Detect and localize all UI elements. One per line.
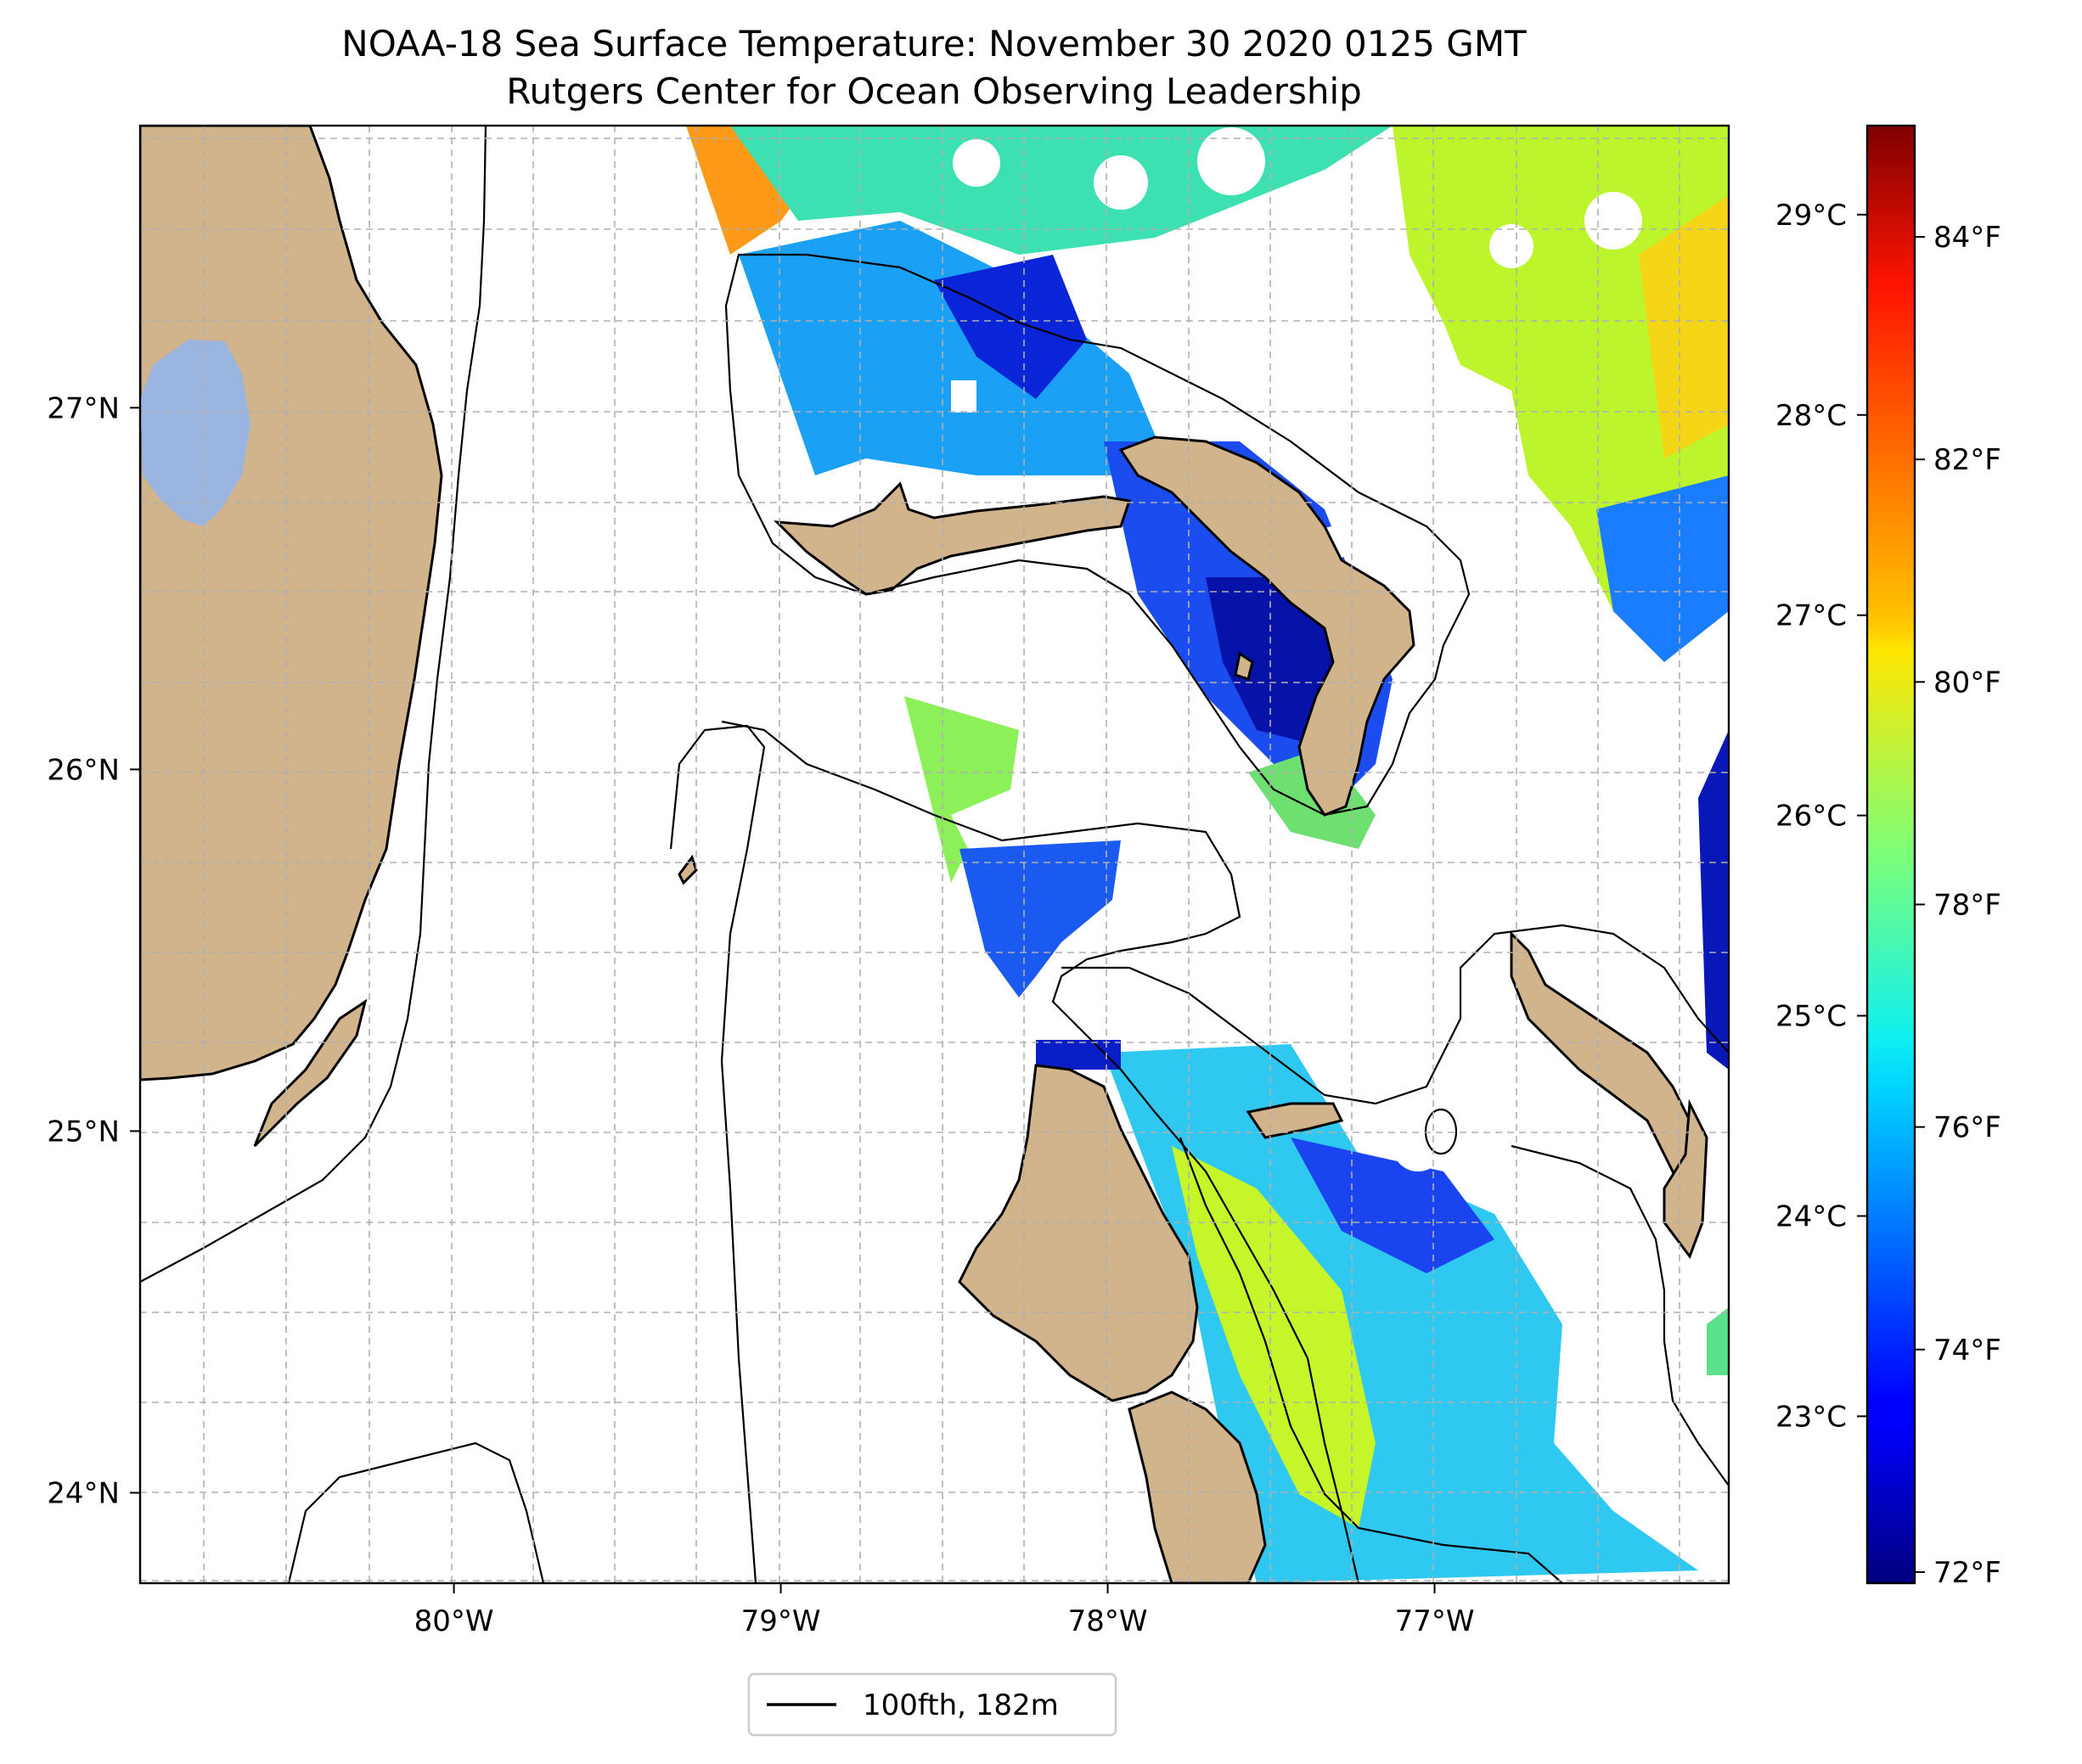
contour-bimini-west — [669, 724, 766, 1583]
lon-tick-label: 77°W — [1395, 1604, 1475, 1638]
colorbar-fahrenheit-axis: 72°F 74°F 76°F 78°F 80°F 82°F 84°F — [1915, 221, 2001, 1590]
sst-swath-east-edge-green — [1707, 1307, 1729, 1375]
legend-box — [747, 1672, 1117, 1737]
contour-exuma-sound — [1511, 1144, 1729, 1486]
colorbar-f-tick-label: 80°F — [1933, 666, 2001, 699]
map-title-line1: NOAA-18 Sea Surface Temperature: Novembe… — [341, 23, 1527, 65]
lat-tick-label: 25°N — [47, 1115, 120, 1149]
latitude-axis: 24°N 25°N 26°N 27°N — [47, 391, 140, 1510]
sst-swath-northeast-warm — [1639, 195, 1729, 458]
land-berry-islands — [1234, 651, 1254, 681]
contour-cay-sal-bank — [287, 1441, 545, 1583]
contour-great-bahama-bank — [721, 720, 1360, 1583]
colorbar-c-tick-label: 29°C — [1775, 199, 1847, 233]
colorbar-celsius-axis: 23°C 24°C 25°C 26°C 27°C 28°C 29°C — [1775, 199, 1867, 1434]
contour-tongue-of-ocean — [1061, 924, 1729, 1105]
colorbar-c-tick-label: 26°C — [1775, 800, 1847, 834]
colorbar-c-tick-label: 24°C — [1775, 1199, 1847, 1233]
land-florida-keys — [253, 998, 368, 1148]
legend-label: 100fth, 182m — [863, 1688, 1059, 1722]
colorbar-c-tick-label: 27°C — [1775, 599, 1847, 633]
map-area — [140, 126, 1729, 1583]
land-eleuthera-south — [1663, 1098, 1708, 1260]
sst-swath-central-green — [904, 696, 1019, 883]
sst-swath-south-cyan — [1104, 1044, 1698, 1583]
lon-tick-label: 80°W — [414, 1604, 494, 1638]
sst-swath-south-yellow — [1172, 1146, 1376, 1528]
colorbar-f-tick-label: 82°F — [1933, 443, 2001, 477]
lat-tick-label: 27°N — [47, 391, 120, 425]
map-title-line2: Rutgers Center for Ocean Observing Leade… — [506, 70, 1362, 112]
lake-okeechobee — [140, 340, 250, 526]
legend: 100fth, 182m — [747, 1672, 1117, 1737]
map-gridlines — [140, 126, 1729, 1583]
sst-swath-central-blue — [959, 840, 1121, 997]
colorbar-f-tick-label: 74°F — [1933, 1334, 2001, 1368]
lon-tick-label: 78°W — [1068, 1604, 1148, 1638]
colorbar-c-tick-label: 23°C — [1775, 1400, 1847, 1434]
contour-andros-east — [1179, 1137, 1563, 1583]
contour-shoal — [1424, 1108, 1458, 1155]
contour-little-bahama-bank — [724, 253, 1471, 817]
sst-swath-northeast-cool — [1596, 475, 1729, 662]
colorbar-f-tick-label: 72°F — [1933, 1556, 2001, 1590]
colorbar-c-tick-label: 28°C — [1775, 399, 1847, 433]
contour-florida-shelf — [140, 126, 487, 1283]
land-abaco — [1118, 435, 1415, 817]
land-andros — [958, 1064, 1199, 1402]
lon-tick-label: 79°W — [741, 1604, 821, 1638]
map-frame — [138, 124, 1730, 1585]
lat-tick-label: 24°N — [47, 1476, 120, 1510]
longitude-axis: 80°W 79°W 78°W 77°W — [414, 1583, 1475, 1638]
colorbar-c-tick-label: 25°C — [1775, 1000, 1847, 1034]
sst-swath-south-blue — [1291, 1138, 1494, 1273]
colorbar-f-tick-label: 84°F — [1933, 221, 2001, 255]
lat-tick-label: 26°N — [47, 753, 120, 787]
colorbar-f-tick-label: 78°F — [1933, 888, 2001, 922]
colorbar-gradient — [1865, 124, 1916, 1585]
land-andros-south — [1128, 1390, 1267, 1583]
land-new-providence — [1246, 1102, 1344, 1139]
sst-swath-north-blue — [934, 255, 1087, 399]
bathymetry-contours — [140, 126, 1729, 1583]
colorbar-f-tick-label: 76°F — [1933, 1111, 2001, 1145]
sst-swath-east-edge — [1698, 730, 1729, 1070]
colorbar: 23°C 24°C 25°C 26°C 27°C 28°C 29°C 72°F 74°F 76°… — [1775, 124, 2001, 1590]
